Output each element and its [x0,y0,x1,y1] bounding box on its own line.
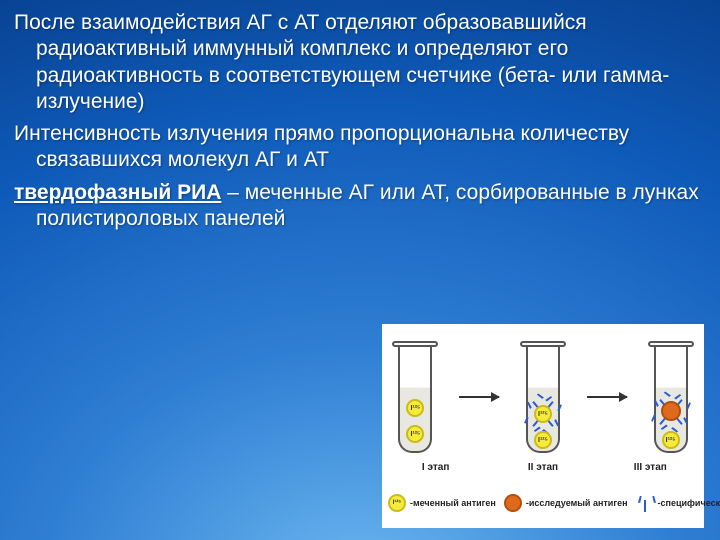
diagram-legend: I¹²⁵ -меченный антиген -исследуемый анти… [388,482,700,524]
tube-stage-3: I¹²⁵ [648,337,694,457]
stage-label: II этап [508,462,578,473]
labeled-antigen-icon: I¹²⁵ [534,431,552,449]
antibody-icon [636,494,654,512]
stage-label: III этап [615,462,685,473]
paragraph-2: Интенсивность излучения прямо пропорцион… [14,121,702,174]
tube-stage-1: I¹²⁵ I¹²⁵ [392,337,438,457]
labeled-antigen-icon: I¹²⁵ [534,405,552,423]
paragraph-3: твердофазный РИА – меченные АГ или АТ, с… [14,180,702,233]
stage-labels: I этап II этап III этап [382,462,704,473]
arrow-icon [459,396,499,398]
tubes-row: I¹²⁵ I¹²⁵ I¹²⁵ I¹²⁵ I¹²⁵ [382,332,704,462]
labeled-antigen-icon: I¹²⁵ [662,431,680,449]
term: твердофазный РИА [14,181,221,204]
test-antigen-icon [661,401,681,421]
tube-stage-2: I¹²⁵ I¹²⁵ [520,337,566,457]
slide-text: После взаимодействия АГ с АТ отделяют об… [0,0,720,232]
legend-antibody: -специфические антитела [636,494,720,512]
labeled-antigen-icon: I¹²⁵ [388,494,406,512]
legend-marker: I¹²⁵ -меченный антиген [388,494,496,512]
stage-label: I этап [401,462,471,473]
test-antigen-icon [504,494,522,512]
legend-antigen: -исследуемый антиген [504,494,628,512]
arrow-icon [587,396,627,398]
paragraph-1: После взаимодействия АГ с АТ отделяют об… [14,10,702,115]
ria-diagram: I¹²⁵ I¹²⁵ I¹²⁵ I¹²⁵ I¹²⁵ I этап II этап … [382,324,704,528]
